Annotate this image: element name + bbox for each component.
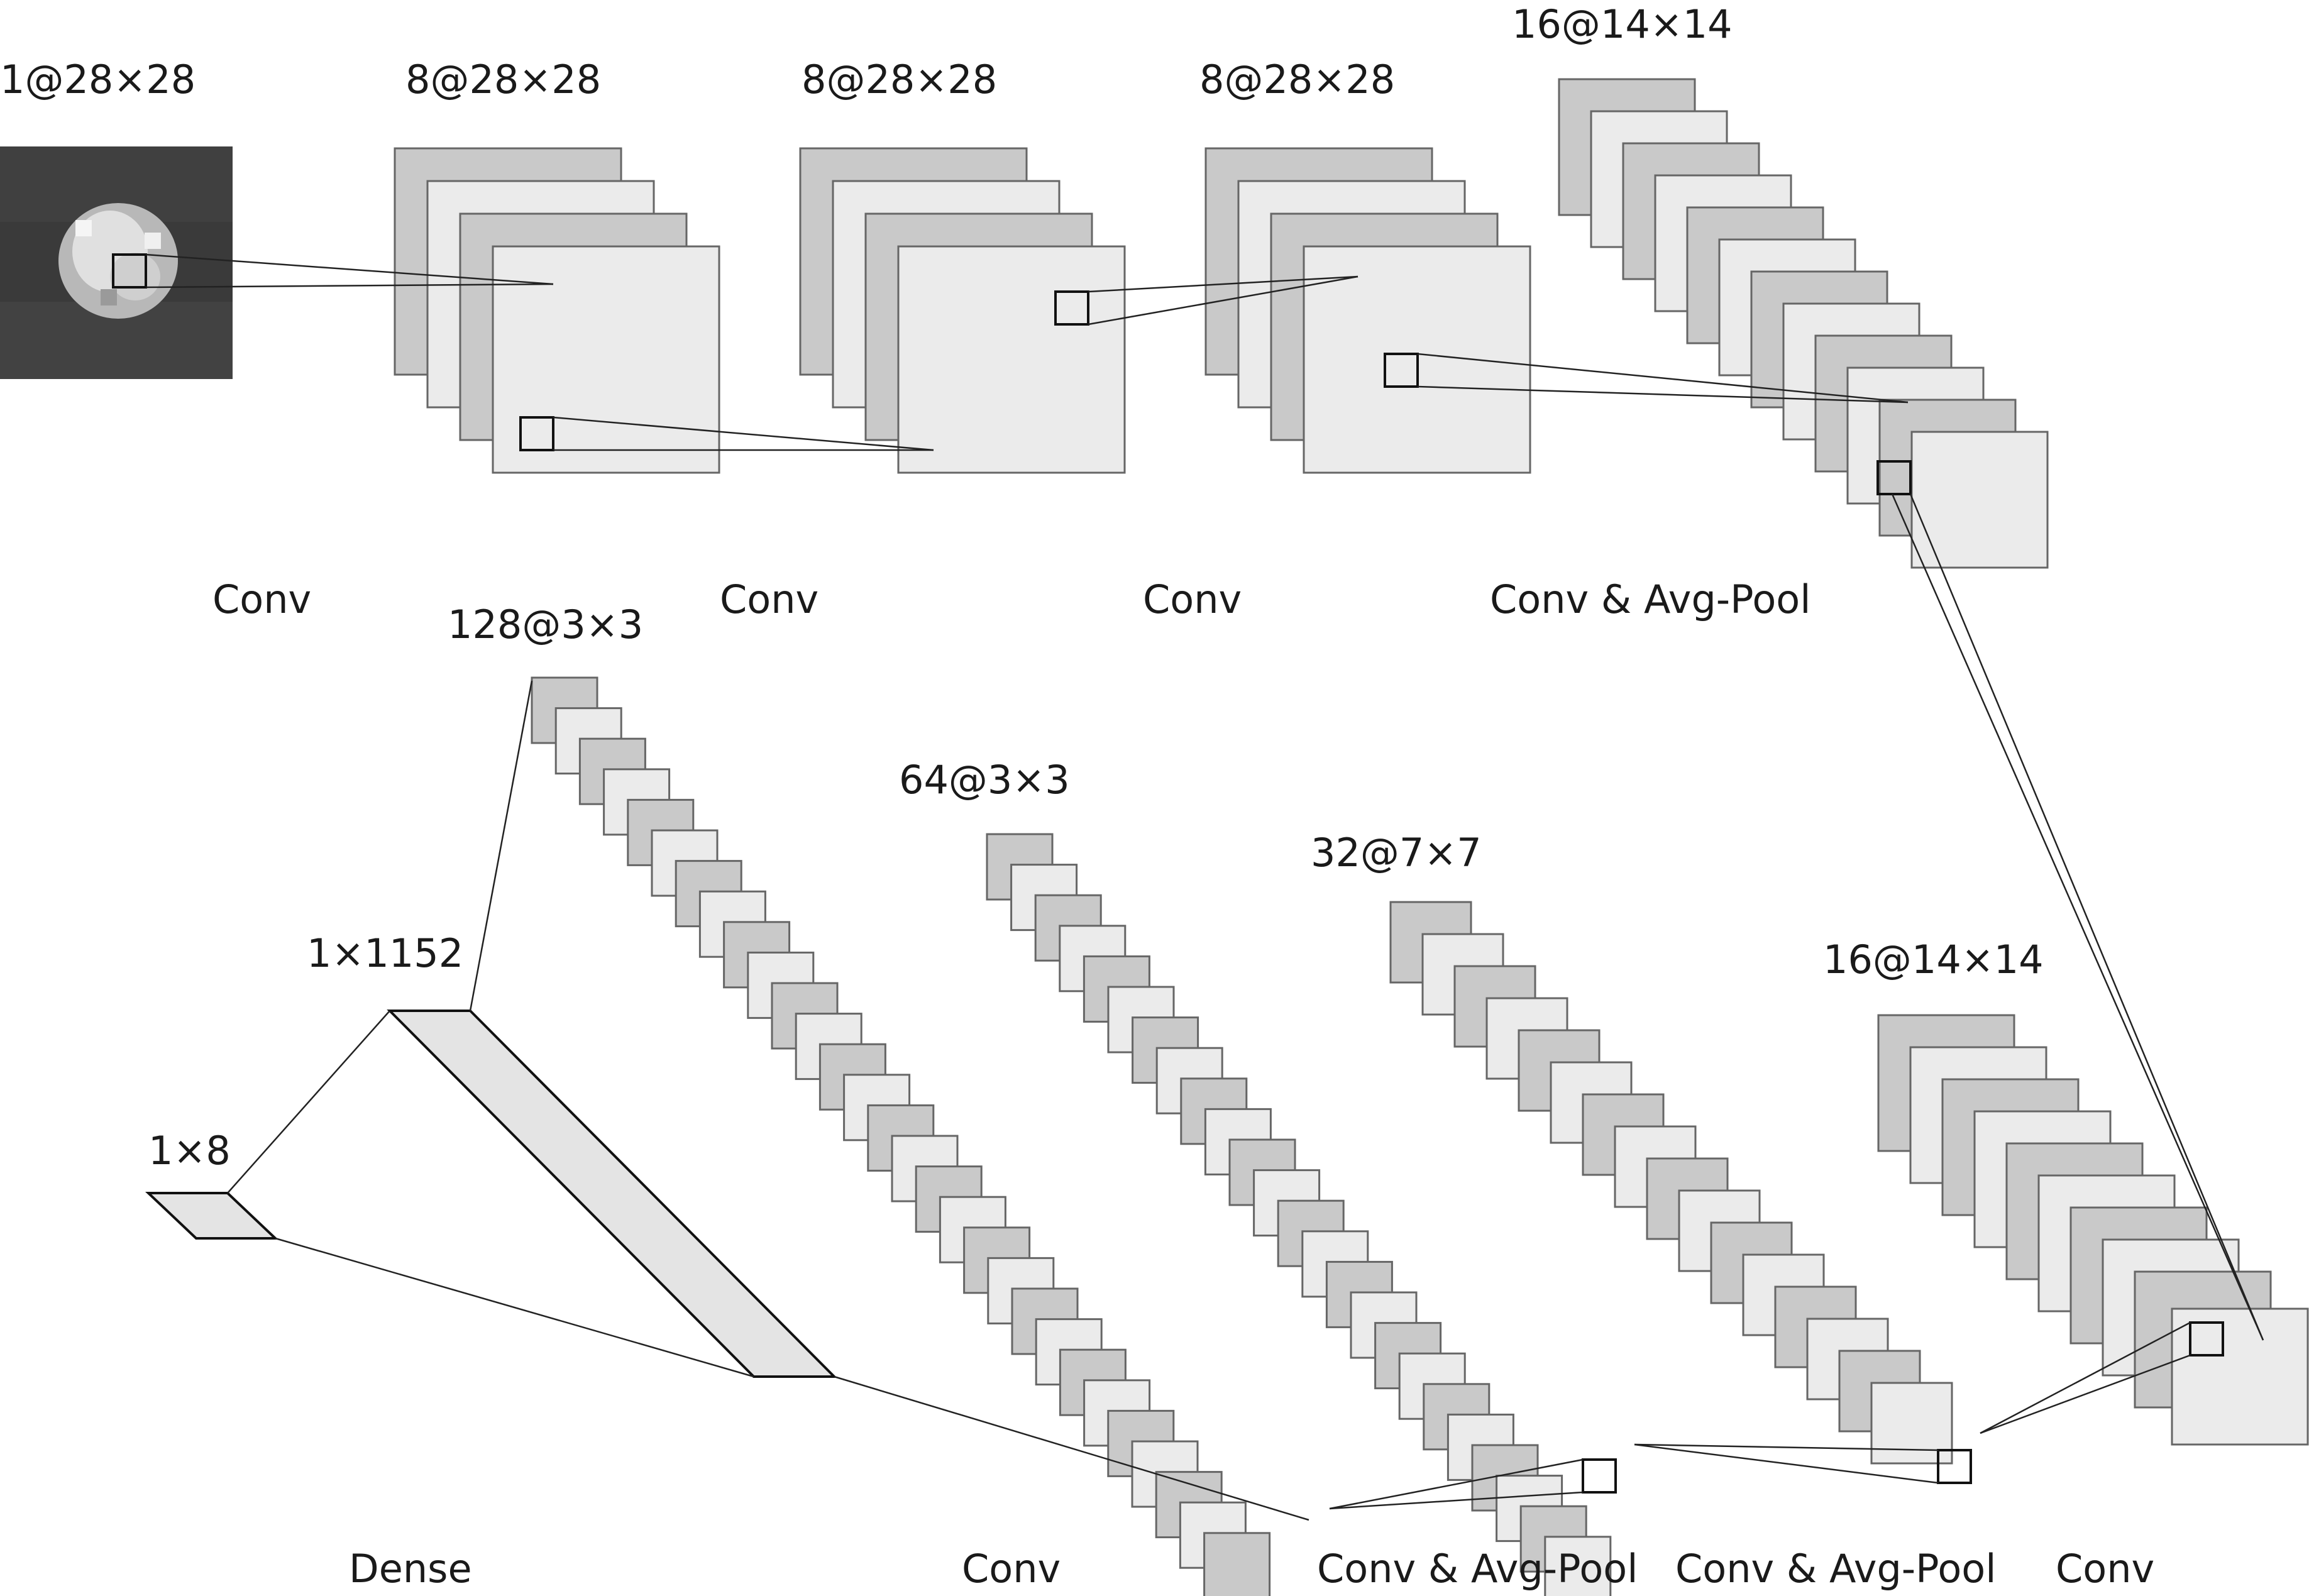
pool3-feature-maps <box>986 833 1612 1596</box>
layer-label-pool2: 32@7×7 <box>1311 830 1482 876</box>
op-label-top-2: Conv <box>720 576 818 622</box>
op-label-bottom-3: Conv & Avg-Pool <box>1317 1546 1638 1592</box>
pool3-feature-map <box>1544 1536 1612 1596</box>
op-label-top-3: Conv <box>1143 576 1242 622</box>
conv4-feature-maps <box>1877 1014 2309 1446</box>
pool2-feature-maps <box>1389 901 1953 1465</box>
layer-label-pool1: 16@14×14 <box>1512 1 1733 47</box>
input-image <box>0 146 233 379</box>
layer-label-conv5: 128@3×3 <box>448 602 643 647</box>
dense-vector <box>145 1192 279 1240</box>
conv5-feature-map <box>1203 1532 1271 1596</box>
layer-label-pool3: 64@3×3 <box>899 757 1070 803</box>
conv5-feature-maps <box>531 676 1271 1596</box>
connection-lines <box>112 253 2264 1521</box>
conv1-feature-maps <box>394 147 720 474</box>
op-label-top-4: Conv & Avg-Pool <box>1490 576 1810 622</box>
flatten-vector <box>387 1010 837 1378</box>
op-label-bottom-2: Conv <box>962 1546 1061 1592</box>
layer-label-input: 1@28×28 <box>0 57 196 102</box>
pool1-feature-maps <box>1558 78 2049 569</box>
layer-label-conv3: 8@28×28 <box>1199 57 1395 102</box>
op-label-bottom-4: Conv & Avg-Pool <box>1675 1546 1996 1592</box>
layer-label-flat: 1×1152 <box>307 930 463 976</box>
layer-label-conv1: 8@28×28 <box>405 57 601 102</box>
layer-label-conv4: 16@14×14 <box>1823 937 2044 982</box>
conv2-feature-maps <box>799 147 1126 474</box>
layer-label-dense: 1×8 <box>148 1128 231 1174</box>
conv3-feature-maps <box>1204 147 1531 474</box>
layer-label-conv2: 8@28×28 <box>802 57 997 102</box>
op-label-bottom-1: Dense <box>349 1546 472 1592</box>
op-label-top-1: Conv <box>212 576 311 622</box>
op-label-bottom-5: Conv <box>2056 1546 2154 1592</box>
